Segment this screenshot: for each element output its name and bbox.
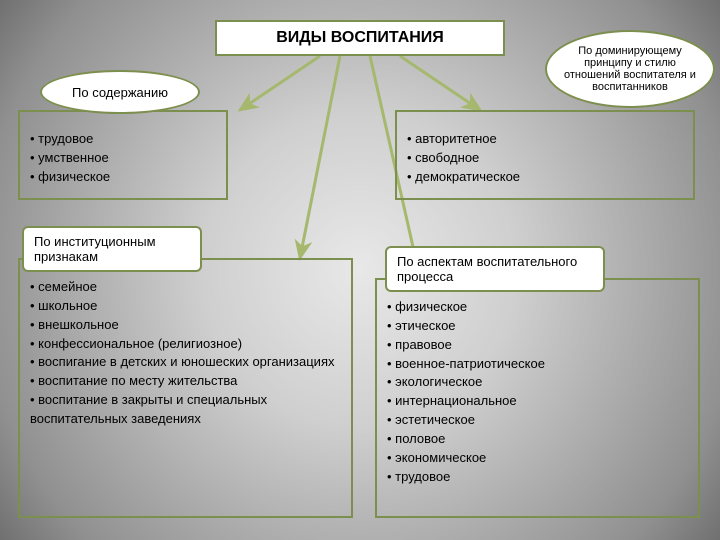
list-item: трудовое [387, 468, 688, 487]
label-principle-text: По доминирующему принципу и стилю отноше… [555, 45, 705, 93]
label-content: По содержанию [40, 70, 200, 114]
label-institutional-text: По институционным признакам [34, 234, 190, 264]
list-item: эстетическое [387, 411, 688, 430]
list-institutional: семейное школьное внешкольноеконфессиона… [18, 258, 353, 518]
list-item: воспитание по месту жительства [30, 372, 341, 391]
list-item: интернациональное [387, 392, 688, 411]
label-principle: По доминирующему принципу и стилю отноше… [545, 30, 715, 108]
list-item: воспитание в закрыты и специальных воспи… [30, 391, 341, 429]
arrow [400, 56, 480, 110]
list-item: правовое [387, 336, 688, 355]
list-item: демократическое [407, 168, 683, 187]
list-item: экономическое [387, 449, 688, 468]
list-item: свободное [407, 149, 683, 168]
label-institutional: По институционным признакам [22, 226, 202, 272]
title-box: ВИДЫ ВОСПИТАНИЯ [215, 20, 505, 56]
list-item: воспигание в детских и юношеских организ… [30, 353, 341, 372]
title-text: ВИДЫ ВОСПИТАНИЯ [276, 29, 444, 47]
label-aspects-text: По аспектам воспитательного процесса [397, 254, 593, 284]
list-item: авторитетное [407, 130, 683, 149]
list-item: экологическое [387, 373, 688, 392]
arrow [240, 56, 320, 110]
diagram: ВИДЫ ВОСПИТАНИЯ По содержанию По доминир… [0, 0, 720, 540]
list-aspects: физическое этическое правовое военное-па… [375, 278, 700, 518]
list-item: семейное [30, 278, 341, 297]
label-content-text: По содержанию [72, 85, 168, 100]
list-item: военное-патриотическое [387, 355, 688, 374]
list-item: физическое [387, 298, 688, 317]
list-item: трудовое [30, 130, 216, 149]
list-item: внешкольное [30, 316, 341, 335]
list-item: этическое [387, 317, 688, 336]
list-item: конфессиональное (религиозное) [30, 335, 341, 354]
list-item: половое [387, 430, 688, 449]
arrow [300, 56, 340, 258]
list-item: школьное [30, 297, 341, 316]
list-item: физическое [30, 168, 216, 187]
list-item: умственное [30, 149, 216, 168]
list-principle: авторитетное свободное демократическое [395, 110, 695, 200]
label-aspects: По аспектам воспитательного процесса [385, 246, 605, 292]
list-content: трудовоеумственноефизическое [18, 110, 228, 200]
